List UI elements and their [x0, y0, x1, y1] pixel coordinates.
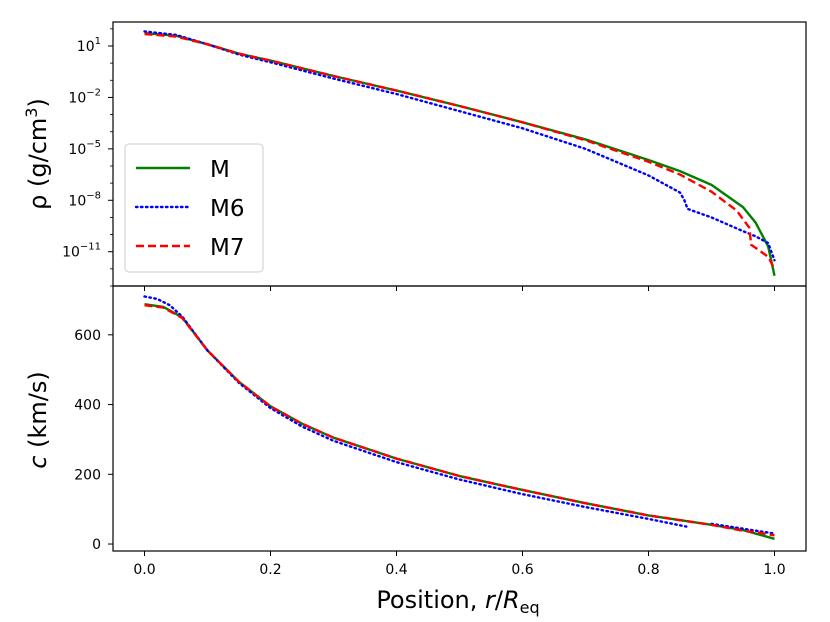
sound-speed-axes-frame [112, 285, 807, 552]
x-tick-label: 0.2 [259, 562, 281, 578]
legend: M M6 M7 [124, 143, 264, 273]
sound-speed-series-m6 [143, 295, 688, 528]
x-tick-label: 0.0 [133, 562, 155, 578]
density-y-tick-label: 10−2 [68, 87, 101, 106]
x-axis-title: Position, r/Req [376, 586, 539, 617]
legend-label-m7: M7 [210, 235, 244, 261]
density-series [143, 30, 776, 276]
x-tick-label: 0.6 [511, 562, 533, 578]
x-tick-label: 1.0 [763, 562, 785, 578]
density-series-m7 [144, 32, 776, 270]
sound-speed-y-title-main: c [24, 456, 52, 469]
density-y-tick-label: 101 [77, 36, 101, 55]
density-series-m6 [143, 30, 776, 262]
density-y-tick-label: 10−8 [68, 190, 101, 209]
x-title-slash: / [495, 586, 504, 614]
x-title-main: Position, [376, 586, 485, 614]
sound-speed-series [143, 295, 776, 540]
x-title-r: r [485, 586, 497, 614]
x-title-R: R [503, 586, 520, 614]
density-y-title-tail: ) [24, 98, 52, 107]
x-tick-label: 0.8 [637, 562, 659, 578]
sound-speed-series-m6 [710, 522, 776, 535]
x-tick-label: 0.4 [385, 562, 407, 578]
sound-speed-y-tick-label: 200 [74, 467, 101, 483]
sound-speed-x-ticks: 0.0 0.2 0.4 0.6 0.8 1.0 [133, 551, 786, 578]
density-panel: 101 10−2 10−5 10−8 10−11 ρ (g/cm3) M M6 M7 [22, 21, 807, 291]
density-y-tick-label: 10−5 [68, 139, 101, 158]
legend-label-m6: M6 [210, 196, 244, 222]
density-y-title-sup: 3 [22, 108, 41, 118]
legend-box [124, 143, 264, 273]
sound-speed-y-title-tail: (km/s) [24, 371, 52, 455]
sound-speed-series-m7 [144, 303, 775, 537]
sound-speed-panel: 0 200 400 600 0.0 0.2 0.4 0.6 0.8 1.0 c (km/s) P… [24, 285, 807, 617]
density-y-tick-label: 10−11 [62, 242, 101, 261]
legend-label-m: M [210, 157, 230, 183]
sound-speed-y-ticks: 0 200 400 600 [74, 328, 113, 553]
sound-speed-y-axis-title: c (km/s) [24, 371, 52, 468]
x-title-sub: eq [520, 598, 540, 617]
sound-speed-y-tick-label: 0 [92, 537, 101, 553]
sound-speed-y-tick-label: 400 [74, 398, 101, 414]
density-y-axis-title: ρ (g/cm3) [22, 98, 52, 210]
density-x-ticks [144, 286, 775, 291]
sound-speed-y-tick-label: 600 [74, 328, 101, 344]
density-y-title-main: ρ (g/cm [24, 118, 52, 210]
